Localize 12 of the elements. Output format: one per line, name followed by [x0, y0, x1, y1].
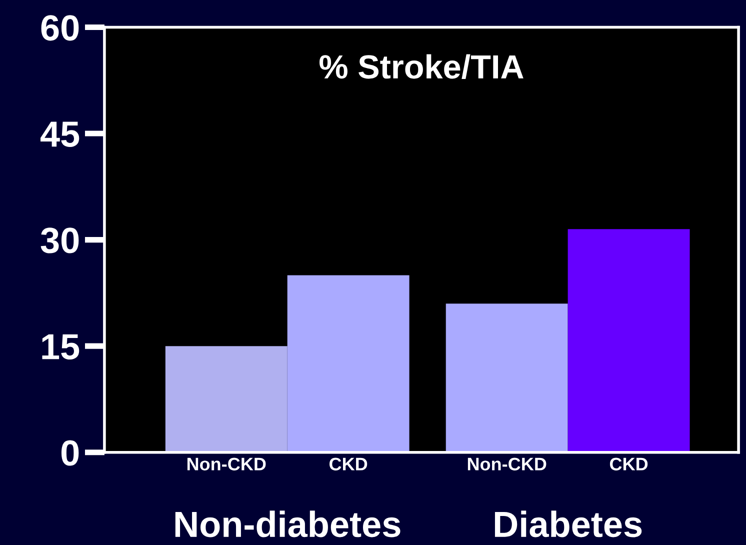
y-tick-label: 45: [40, 122, 80, 147]
x-tick-label: CKD: [610, 458, 648, 470]
x-tick-label: Non-CKD: [468, 458, 546, 470]
x-tick-label: CKD: [330, 458, 368, 470]
text: Diabetes: [494, 510, 642, 538]
text: Non-diabetes: [175, 510, 400, 538]
y-tick-label: 60: [41, 15, 79, 41]
text: % Stroke/TIA: [320, 54, 524, 80]
x-tick-label: Non-CKD: [187, 458, 266, 470]
y-tick-label: 15: [42, 334, 80, 360]
y-tick-label: 30: [40, 228, 79, 254]
y-tick-label: 0: [61, 440, 79, 466]
